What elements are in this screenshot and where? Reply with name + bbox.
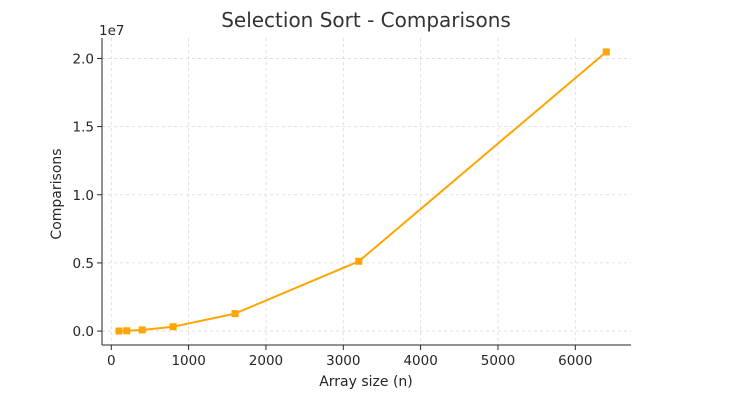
x-tick-label: 2000	[249, 353, 283, 369]
ticks: 0 1000 2000 3000 4000 5000 6000 0.0 0.5 1.0 1.5 2.0	[73, 51, 593, 369]
y-tick-label: 2.0	[73, 51, 94, 67]
data-point-marker	[115, 327, 123, 335]
y-tick-label: 0.5	[73, 256, 94, 272]
data-point-marker	[138, 326, 146, 334]
series	[115, 48, 610, 335]
y-axis-offset-label: 1e7	[99, 23, 124, 39]
data-point-marker	[169, 323, 177, 331]
data-point-marker	[231, 310, 239, 318]
y-tick-label: 1.0	[73, 188, 94, 204]
y-tick-label: 0.0	[73, 324, 94, 340]
y-axis-label: Comparisons	[49, 148, 65, 239]
x-tick-label: 5000	[481, 353, 515, 369]
x-tick-label: 4000	[403, 353, 437, 369]
y-tick-label: 1.5	[73, 120, 94, 136]
chart-title: Selection Sort - Comparisons	[221, 8, 511, 32]
x-tick-label: 0	[107, 353, 116, 369]
x-tick-label: 6000	[558, 353, 592, 369]
data-point-marker	[355, 257, 363, 265]
x-tick-label: 1000	[171, 353, 205, 369]
x-tick-label: 3000	[326, 353, 360, 369]
x-axis-label: Array size (n)	[319, 374, 413, 390]
data-point-marker	[123, 327, 131, 335]
axes	[101, 38, 631, 346]
data-point-marker	[602, 48, 610, 56]
grid	[102, 38, 631, 345]
series-line	[118, 51, 607, 332]
